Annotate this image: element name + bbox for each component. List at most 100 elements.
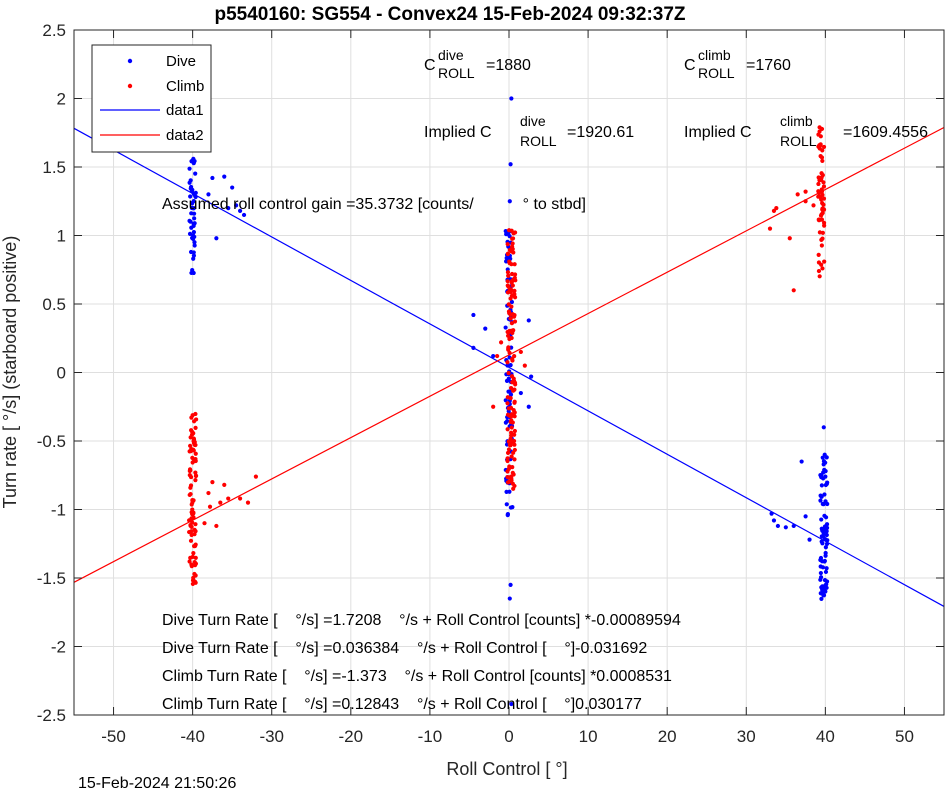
climb-point [506, 228, 512, 233]
c-dive-sub: ROLL [438, 65, 475, 81]
climb-point [818, 213, 824, 218]
climb-point [188, 523, 193, 528]
dive-point [823, 515, 829, 520]
legend-climb-label: Climb [166, 78, 204, 95]
fit-equation-4: Climb Turn Rate [ °/s] =0.12843 °/s + Ro… [162, 696, 642, 713]
climb-point [816, 132, 821, 137]
climb-point [820, 236, 825, 241]
dive-point [818, 498, 823, 503]
dive-point [508, 162, 513, 167]
climb-point [509, 321, 515, 326]
climb-point [190, 429, 195, 434]
climb-point [505, 480, 511, 485]
climb-point [509, 244, 515, 249]
c-climb-sub: ROLL [698, 65, 735, 81]
climb-point [192, 563, 198, 568]
fit-lines [73, 126, 945, 607]
climb-point [820, 158, 825, 164]
y-tick-label: 2 [57, 90, 66, 109]
climb-point [188, 443, 193, 448]
dive-point [214, 236, 219, 241]
dive-point [191, 199, 196, 204]
dive-point [491, 353, 496, 359]
climb-point [505, 333, 511, 338]
climb-point [774, 206, 779, 211]
dive-point [509, 96, 514, 101]
implied-dive-sup: dive [520, 113, 546, 129]
climb-point [512, 400, 517, 405]
y-tick-label: -2 [51, 638, 66, 657]
dive-point [226, 206, 231, 211]
climb-point [193, 425, 198, 430]
climb-point [237, 496, 243, 501]
climb-point [193, 451, 198, 456]
climb-point [510, 330, 515, 336]
climb-point [803, 189, 808, 194]
climb-point [512, 428, 517, 434]
climb-point [816, 252, 821, 257]
climb-point [509, 454, 514, 459]
dive-point [823, 527, 828, 532]
fit-equation-1: Dive Turn Rate [ °/s] =1.7208 °/s + Roll… [162, 612, 681, 629]
legend-data1-label: data1 [166, 102, 204, 119]
dive-point [187, 218, 192, 223]
climb-point [512, 353, 517, 359]
legend-box [91, 44, 212, 153]
climb-point [190, 413, 195, 418]
x-axis-label: Roll Control [ °] [446, 759, 567, 779]
dive-point [507, 596, 512, 601]
x-tick-label: -30 [259, 727, 284, 746]
dive-point [820, 587, 825, 592]
climb-point [193, 477, 198, 483]
climb-point [511, 486, 516, 491]
climb-point [188, 491, 193, 497]
climb-point [193, 542, 198, 547]
climb-point [819, 177, 824, 183]
dive-point [822, 492, 827, 497]
climb-point [506, 466, 511, 472]
legend-dive-marker [127, 58, 133, 64]
dive-point [822, 559, 827, 564]
legend-dive-label: Dive [166, 53, 196, 70]
dive-point [506, 378, 511, 383]
climb-point [821, 144, 827, 150]
dive-point [783, 525, 788, 530]
dive-point [237, 208, 243, 213]
data2-fit-line [73, 126, 945, 583]
dive-point [507, 199, 512, 204]
dive-point [818, 570, 823, 576]
climb-point [507, 350, 512, 355]
dive-point [191, 250, 196, 255]
dive-point [823, 550, 828, 556]
dive-point [821, 593, 826, 598]
climb-point [245, 500, 251, 505]
climb-point [512, 432, 517, 437]
dive-point [818, 577, 823, 582]
climb-point [214, 523, 219, 529]
x-tick-label: 40 [816, 727, 835, 746]
dive-point [206, 192, 211, 197]
c-climb-annotation: C climb ROLL =1760 [684, 47, 791, 81]
climb-point [819, 243, 824, 248]
implied-dive-sub: ROLL [520, 133, 557, 149]
dive-point [824, 522, 830, 527]
climb-point [505, 242, 510, 247]
climb-point [819, 155, 825, 160]
x-tick-label: -10 [418, 727, 443, 746]
dive-point [824, 579, 830, 584]
x-tick-label: 50 [895, 727, 914, 746]
climb-point [187, 559, 192, 564]
climb-point [508, 287, 514, 292]
climb-point [511, 277, 516, 282]
climb-point [791, 288, 796, 293]
y-tick-label: 1 [57, 227, 66, 246]
climb-point [193, 470, 198, 475]
climb-point [510, 283, 515, 288]
climb-point [193, 456, 198, 462]
climb-point [189, 562, 194, 567]
x-tick-label: 10 [579, 727, 598, 746]
climb-point [505, 283, 510, 288]
y-axis-label: Turn rate [ °/s] (starboard positive) [0, 236, 20, 509]
climb-point [188, 449, 193, 454]
climb-point [505, 279, 510, 284]
